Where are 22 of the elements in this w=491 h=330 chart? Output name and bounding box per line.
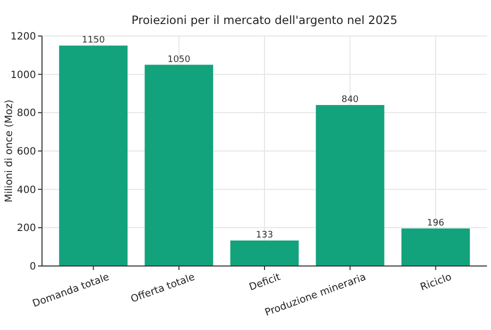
bar [59,46,128,266]
data-label: 133 [256,230,274,241]
y-tick-label: 400 [16,184,36,196]
x-tick-label: Deficit [248,272,282,294]
data-label: 1150 [82,36,106,46]
bar [401,228,470,266]
bar [144,64,214,266]
y-tick-label: 0 [30,262,36,272]
bar [230,240,299,266]
y-tick-label: 600 [16,146,36,158]
y-tick-label: 1200 [10,32,36,42]
chart-title: Proiezioni per il mercato dell'argento nel 2025 [132,13,398,27]
y-tick-label: 200 [16,223,36,234]
bar [316,105,384,266]
y-tick-label: 1000 [10,70,36,81]
data-label: 1050 [167,54,191,65]
y-axis-title: Milioni di once (Moz) [4,100,15,202]
y-tick-label: 800 [16,108,36,120]
x-tick-label: Riciclo [418,272,454,294]
data-label: 840 [341,95,359,105]
data-label: 196 [427,218,445,228]
x-tick-label: Offerta totale [129,272,196,306]
